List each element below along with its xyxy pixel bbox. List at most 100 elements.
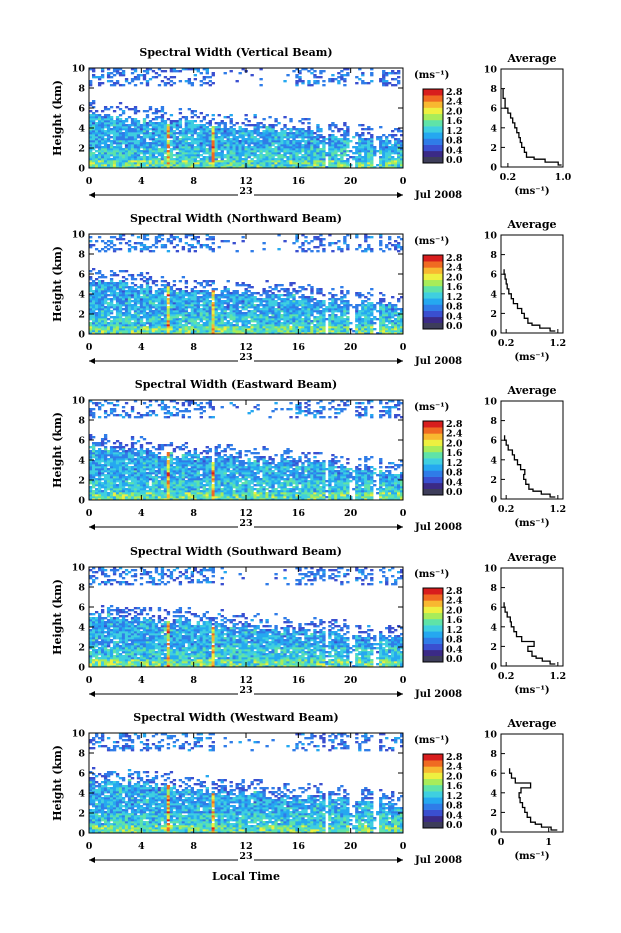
heatmap-cell xyxy=(197,132,200,134)
heatmap-cell xyxy=(394,312,397,314)
heatmap-cell xyxy=(98,144,101,146)
heatmap-cell xyxy=(173,140,176,142)
heatmap-cell xyxy=(92,162,95,164)
heatmap-cell xyxy=(361,314,364,316)
heatmap-cell xyxy=(92,132,95,134)
heatmap-cell xyxy=(203,132,206,134)
heatmap-cell xyxy=(212,288,215,290)
heatmap-cell xyxy=(110,140,113,142)
heatmap-cell xyxy=(191,128,194,130)
heatmap-cell xyxy=(194,236,197,238)
heatmap-cell xyxy=(233,154,236,156)
heatmap-cell xyxy=(304,250,307,252)
heatmap-cell xyxy=(307,146,310,148)
heatmap-cell xyxy=(128,158,131,160)
heatmap-cell xyxy=(119,290,122,292)
heatmap-cell xyxy=(98,126,101,128)
heatmap-cell xyxy=(397,160,400,162)
heatmap-cell xyxy=(152,156,155,158)
heatmap-cell xyxy=(236,310,239,312)
date-span-arrow-right xyxy=(397,358,403,364)
heatmap-cell xyxy=(107,286,110,288)
heatmap-cell xyxy=(182,326,185,328)
heatmap-cell xyxy=(95,76,98,78)
heatmap-cell xyxy=(313,144,316,146)
heatmap-cell xyxy=(110,76,113,78)
heatmap-cell xyxy=(394,78,397,80)
heatmap-cell xyxy=(95,328,98,330)
heatmap-cell xyxy=(101,312,104,314)
heatmap-cell xyxy=(298,76,301,78)
heatmap-cell xyxy=(250,318,253,320)
heatmap-cell xyxy=(334,328,337,330)
heatmap-cell xyxy=(113,160,116,162)
heatmap-cell xyxy=(212,72,215,74)
heatmap-cell xyxy=(176,318,179,320)
heatmap-cell xyxy=(370,74,373,76)
heatmap-cell xyxy=(245,316,248,318)
heatmap-cell xyxy=(128,298,131,300)
heatmap-cell xyxy=(155,140,158,142)
heatmap-cell xyxy=(185,320,188,322)
heatmap-cell xyxy=(388,142,391,144)
heatmap-cell xyxy=(101,304,104,306)
heatmap-cell xyxy=(253,152,256,154)
avg-x-tick-label: 1.0 xyxy=(555,172,572,183)
heatmap-cell xyxy=(346,146,349,148)
heatmap-cell xyxy=(239,164,242,166)
heatmap-cell xyxy=(140,244,143,246)
heatmap-cell xyxy=(236,300,239,302)
date-span-arrow-left xyxy=(89,358,95,364)
heatmap-cell xyxy=(152,126,155,128)
heatmap-cell xyxy=(230,154,233,156)
heatmap-cell xyxy=(224,144,227,146)
heatmap-cell xyxy=(370,136,373,138)
heatmap-cell xyxy=(167,300,170,302)
heatmap-cell xyxy=(179,154,182,156)
heatmap-cell xyxy=(221,146,224,148)
heatmap-cell xyxy=(161,292,164,294)
heatmap-cell xyxy=(233,298,236,300)
heatmap-cell xyxy=(152,294,155,296)
heatmap-cell xyxy=(125,134,128,136)
heatmap-cell xyxy=(364,320,367,322)
heatmap-cell xyxy=(137,318,140,320)
heatmap-cell xyxy=(206,70,209,72)
heatmap-cell xyxy=(319,164,322,166)
heatmap-cell xyxy=(146,290,149,292)
heatmap-cell xyxy=(98,122,101,124)
heatmap-cell xyxy=(218,124,221,126)
heatmap-cell xyxy=(98,148,101,150)
heatmap-cell xyxy=(107,156,110,158)
heatmap-cell xyxy=(382,320,385,322)
heatmap-cell xyxy=(331,296,334,298)
heatmap-cell xyxy=(346,322,349,324)
heatmap-cell xyxy=(155,130,158,132)
heatmap-cell xyxy=(298,318,301,320)
heatmap-cell xyxy=(212,302,215,304)
heatmap-cell xyxy=(155,290,158,292)
heatmap-cell xyxy=(146,148,149,150)
heatmap-cell xyxy=(277,308,280,310)
heatmap-cell xyxy=(248,314,251,316)
heatmap-cell xyxy=(164,82,167,84)
heatmap-cell xyxy=(155,148,158,150)
heatmap-cell xyxy=(274,142,277,144)
heatmap-cell xyxy=(104,120,107,122)
heatmap-cell xyxy=(379,300,382,302)
heatmap-cell xyxy=(185,286,188,288)
heatmap-cell xyxy=(200,304,203,306)
heatmap-cell xyxy=(319,300,322,302)
heatmap-cell xyxy=(358,136,361,138)
heatmap-cell xyxy=(286,142,289,144)
heatmap-cell xyxy=(200,292,203,294)
heatmap-cell xyxy=(155,306,158,308)
heatmap-cell xyxy=(379,302,382,304)
heatmap-cell xyxy=(230,132,233,134)
heatmap-cell xyxy=(259,154,262,156)
heatmap-cell xyxy=(233,140,236,142)
heatmap-cell xyxy=(155,158,158,160)
heatmap-cell xyxy=(149,156,152,158)
heatmap-cell xyxy=(256,146,259,148)
heatmap-cell xyxy=(391,160,394,162)
